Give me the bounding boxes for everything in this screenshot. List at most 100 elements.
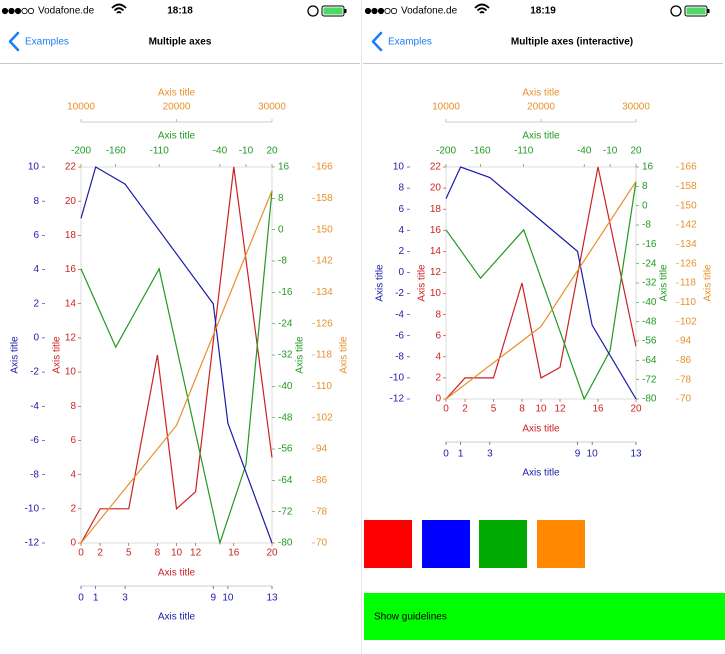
y-tick-label: -16	[642, 239, 657, 250]
y-tick-label: -2	[395, 288, 404, 299]
y-tick-label: 0	[70, 538, 76, 549]
x-tick-label: 12	[190, 548, 202, 559]
series-line	[445, 181, 637, 401]
carrier: Vodafone.de	[401, 6, 458, 17]
x-tick-label: 5	[491, 404, 497, 415]
y-tick-label: 166	[680, 162, 697, 173]
x-tick-label: -160	[471, 146, 491, 157]
series-line	[445, 166, 637, 400]
x-tick-label: 1	[93, 593, 99, 604]
y-tick-label: -80	[278, 538, 293, 549]
y-tick-label: 10	[393, 162, 405, 173]
back-chevron[interactable]	[371, 31, 383, 52]
y-tick-label: -6	[30, 435, 39, 446]
y-tick-label: 6	[435, 330, 441, 341]
y-tick-label: 10	[28, 162, 40, 173]
x-tick-label: 0	[443, 449, 449, 460]
y-tick-label: 70	[680, 394, 692, 405]
back-chevron[interactable]	[8, 31, 20, 52]
y-tick-label: -80	[642, 394, 657, 405]
y-tick-label: 78	[316, 506, 328, 517]
y-tick-label: 12	[65, 333, 77, 344]
x-axis-title: Axis title	[522, 131, 560, 142]
x-axis-title: Axis title	[522, 88, 560, 99]
x-axis-title: Axis title	[158, 568, 196, 579]
signal-dot	[1, 7, 9, 15]
x-tick-label: 9	[575, 449, 581, 460]
y-tick-label: 4	[435, 351, 441, 362]
y-axis-title: Axis title	[10, 336, 21, 374]
clock: 18:19	[530, 6, 556, 17]
color-swatch[interactable]	[537, 520, 585, 568]
guidelines-button[interactable]	[364, 593, 725, 640]
guidelines-button-label[interactable]: Show guidelines	[374, 612, 447, 623]
y-axis-title: Axis title	[659, 264, 670, 302]
color-swatch[interactable]	[364, 520, 412, 568]
battery-tip	[707, 9, 710, 13]
y-tick-label: -12	[25, 538, 40, 549]
color-swatch[interactable]	[479, 520, 527, 568]
y-tick-label: 0	[278, 224, 284, 235]
rotation-lock-icon	[670, 5, 682, 17]
y-tick-label: -72	[278, 506, 293, 517]
x-tick-label: 2	[97, 548, 103, 559]
x-tick-label: 2	[462, 404, 468, 415]
x-tick-label: -160	[106, 146, 126, 157]
series-line	[445, 181, 637, 400]
x-tick-label: -200	[71, 146, 91, 157]
signal-dot	[8, 7, 15, 15]
y-tick-label: 134	[316, 287, 333, 298]
wifi-icon	[111, 3, 127, 14]
y-tick-label: -40	[278, 381, 293, 392]
x-tick-label: 10000	[432, 102, 460, 113]
x-tick-label: 12	[554, 404, 566, 415]
y-tick-label: 16	[278, 162, 290, 173]
x-tick-label: 3	[487, 449, 493, 460]
back-button[interactable]: Examples	[25, 37, 69, 48]
series-line	[80, 166, 273, 544]
clock: 18:18	[167, 6, 193, 17]
back-button[interactable]: Examples	[388, 37, 432, 48]
y-tick-label: 22	[430, 162, 442, 173]
y-tick-label: 78	[680, 374, 692, 385]
y-tick-label: -24	[278, 318, 293, 329]
y-tick-label: -8	[642, 220, 651, 231]
y-tick-label: 2	[435, 373, 441, 384]
x-tick-label: 9	[210, 593, 216, 604]
x-tick-label: -10	[239, 146, 254, 157]
x-tick-label: 10000	[67, 102, 95, 113]
x-tick-label: 16	[592, 404, 604, 415]
y-tick-label: 94	[680, 336, 692, 347]
rotation-lock-icon	[307, 5, 319, 17]
y-tick-label: -72	[642, 374, 657, 385]
y-tick-label: -6	[395, 330, 404, 341]
y-tick-label: 150	[316, 224, 333, 235]
color-swatch[interactable]	[422, 520, 470, 568]
x-axis-title: Axis title	[158, 612, 196, 623]
signal-dot	[390, 7, 398, 15]
y-tick-label: -2	[30, 367, 39, 378]
y-axis-title: Axis title	[339, 336, 350, 374]
y-tick-label: -8	[278, 256, 287, 267]
y-tick-label: 118	[316, 350, 332, 361]
y-tick-label: 18	[430, 204, 442, 215]
y-tick-label: 14	[65, 298, 77, 309]
y-tick-label: -24	[642, 258, 657, 269]
y-tick-label: 16	[642, 162, 654, 173]
y-tick-label: 10	[430, 288, 442, 299]
y-axis-title: Axis title	[295, 336, 306, 374]
signal-dot	[384, 7, 391, 15]
y-tick-label: 8	[70, 401, 76, 412]
battery-tip	[344, 9, 347, 13]
y-tick-label: 20	[65, 196, 77, 207]
y-tick-label: 110	[316, 381, 332, 392]
y-tick-label: 142	[680, 220, 697, 231]
y-tick-label: 8	[278, 193, 284, 204]
y-axis-title: Axis title	[703, 264, 714, 302]
x-tick-label: 30000	[622, 102, 650, 113]
y-tick-label: -40	[642, 297, 657, 308]
x-tick-label: 10	[587, 449, 599, 460]
series-line	[80, 190, 273, 544]
